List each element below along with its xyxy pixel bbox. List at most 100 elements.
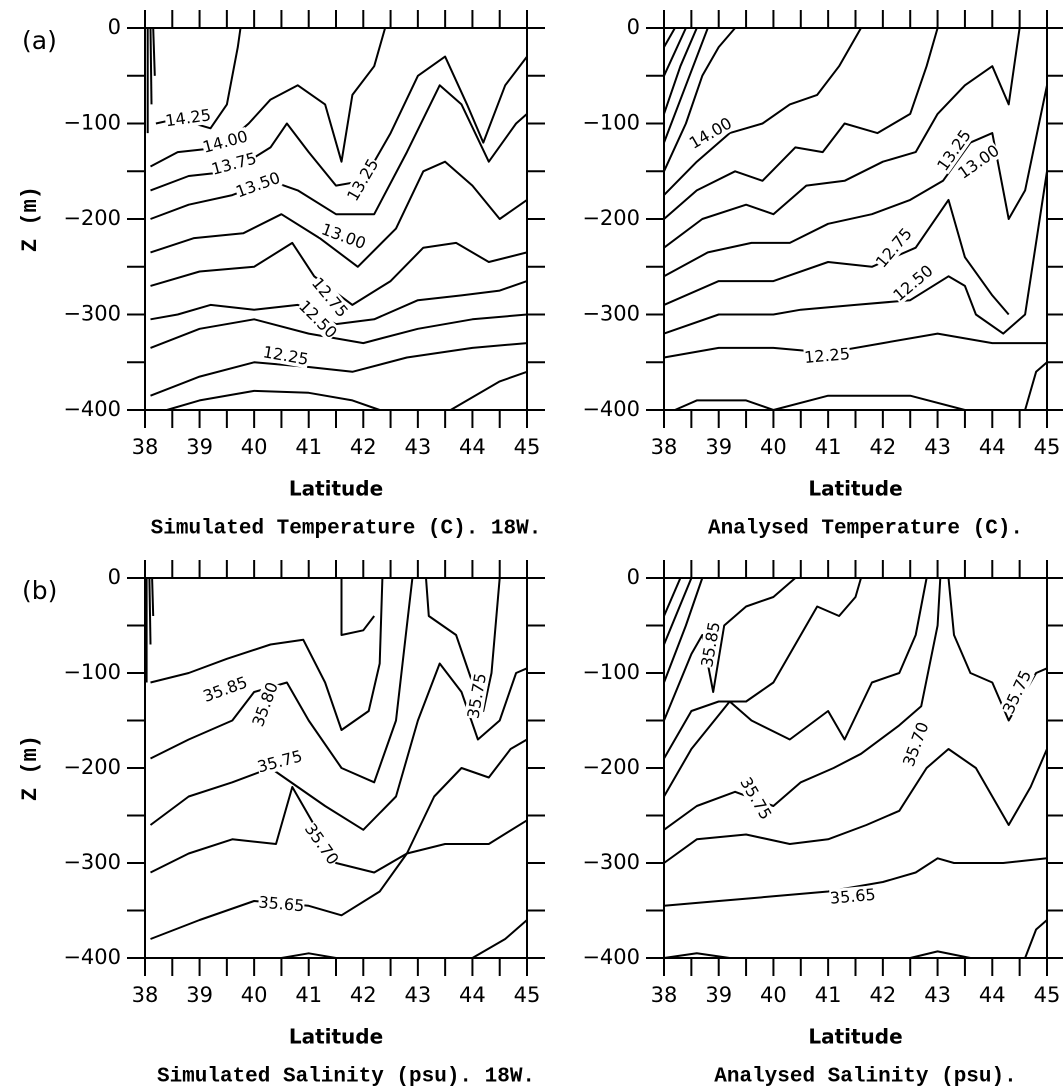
- x-tick-label: 40: [760, 983, 787, 1007]
- contour-label-group: 13.50: [233, 168, 283, 202]
- panel-label: (a): [22, 26, 57, 55]
- y-tick-label: −400: [63, 945, 121, 969]
- contour-label-bg: [463, 671, 490, 721]
- contour-line: [166, 389, 381, 411]
- contour-label: 35.75: [999, 667, 1036, 717]
- y-tick-label: −300: [582, 302, 640, 326]
- contour-line: [150, 577, 414, 784]
- x-tick-label: 39: [705, 983, 732, 1007]
- x-tick-label: 45: [1034, 435, 1061, 459]
- x-tick-label: 45: [514, 435, 541, 459]
- x-axis-label: Latitude: [808, 477, 902, 501]
- contour-line: [471, 919, 528, 959]
- contour-line: [663, 27, 698, 115]
- y-tick-label: 0: [627, 565, 640, 589]
- contour-label: 35.70: [301, 820, 343, 868]
- contour-label-group: 13.00: [319, 219, 369, 253]
- contour-label: 12.25: [803, 344, 850, 367]
- contour-line: [150, 738, 528, 874]
- contour-label-bg: [255, 746, 305, 776]
- panel-label: (b): [22, 576, 57, 605]
- contour-label-bg: [200, 126, 250, 157]
- x-tick-label: 41: [815, 435, 842, 459]
- x-tick-label: 38: [132, 983, 159, 1007]
- x-tick-label: 44: [979, 983, 1006, 1007]
- contour-line: [450, 370, 528, 411]
- contour-line: [663, 952, 730, 959]
- contour-label-bg: [829, 885, 877, 908]
- contour-line: [663, 577, 693, 645]
- contour-label-bg: [343, 155, 383, 205]
- contour-line: [663, 27, 939, 220]
- x-tick-label: 41: [815, 983, 842, 1007]
- contour-label-group: 35.75: [255, 746, 304, 776]
- y-tick-label: −100: [582, 111, 640, 135]
- contour-label-bg: [686, 113, 735, 153]
- contour-label-bg: [200, 672, 250, 706]
- contour-line: [1024, 361, 1048, 411]
- y-tick-label: −200: [582, 755, 640, 779]
- contour-label-bg: [164, 105, 213, 130]
- contour-line: [663, 27, 862, 196]
- contour-label: 35.80: [248, 680, 282, 730]
- contour-label: 35.75: [255, 746, 304, 776]
- plot-frame: [663, 577, 1048, 959]
- x-axis-label: Latitude: [808, 1025, 902, 1049]
- contour-label: 35.75: [736, 774, 775, 823]
- contour-label-bg: [308, 273, 352, 321]
- x-tick-label: 42: [869, 983, 896, 1007]
- x-axis-label: Latitude: [289, 477, 383, 501]
- contour-line: [150, 313, 528, 349]
- y-tick-label: −200: [63, 206, 121, 230]
- contour-line: [663, 332, 1047, 359]
- panel-title: Simulated Salinity (psu). 18W.: [157, 1066, 535, 1089]
- contour-line: [947, 577, 1048, 722]
- contour-label: 35.85: [697, 620, 724, 668]
- contour-label-bg: [257, 892, 306, 915]
- contour-label-bg: [301, 819, 343, 869]
- contour-label: 35.65: [258, 892, 305, 915]
- contour-line: [773, 394, 966, 411]
- contour-label: 35.85: [200, 672, 250, 706]
- panel-title: Analysed Temperature (C).: [708, 518, 1023, 541]
- y-tick-label: −400: [63, 397, 121, 421]
- contour-line: [425, 577, 501, 712]
- y-tick-label: −100: [63, 660, 121, 684]
- contour-label: 14.00: [686, 113, 735, 152]
- contour-label-group: 35.65: [257, 892, 306, 915]
- contour-label-group: 35.85: [697, 620, 724, 669]
- x-tick-label: 38: [651, 983, 678, 1007]
- panel-title: Analysed Salinity (psu).: [714, 1066, 1016, 1089]
- plot-frame: [144, 27, 528, 411]
- contour-label: 13.50: [233, 168, 283, 202]
- y-tick-label: −400: [582, 397, 640, 421]
- y-tick-label: −300: [582, 850, 640, 874]
- x-axis-label: Latitude: [289, 1025, 383, 1049]
- contour-line: [663, 577, 942, 831]
- contour-line: [151, 577, 155, 617]
- x-tick-label: 44: [459, 435, 486, 459]
- contour-line: [674, 399, 774, 411]
- x-tick-label: 40: [241, 435, 268, 459]
- x-tick-label: 41: [295, 983, 322, 1007]
- x-tick-label: 42: [350, 983, 377, 1007]
- x-tick-label: 43: [924, 983, 951, 1007]
- contour-label: 35.65: [829, 885, 876, 908]
- x-tick-label: 42: [350, 435, 377, 459]
- x-tick-label: 44: [979, 435, 1006, 459]
- contour-label-group: 35.75: [463, 671, 490, 721]
- contour-line: [909, 950, 971, 959]
- contour-label-bg: [248, 679, 282, 730]
- x-tick-label: 39: [186, 435, 213, 459]
- x-tick-label: 45: [1034, 983, 1061, 1007]
- contour-label: 35.70: [899, 719, 933, 769]
- contour-line: [663, 27, 676, 48]
- y-tick-label: −400: [582, 945, 640, 969]
- contour-label: 12.25: [262, 342, 310, 369]
- contour-line: [150, 84, 528, 220]
- x-tick-label: 43: [924, 435, 951, 459]
- contour-line: [149, 27, 153, 105]
- contour-label-bg: [295, 296, 341, 342]
- contour-label-bg: [261, 342, 311, 369]
